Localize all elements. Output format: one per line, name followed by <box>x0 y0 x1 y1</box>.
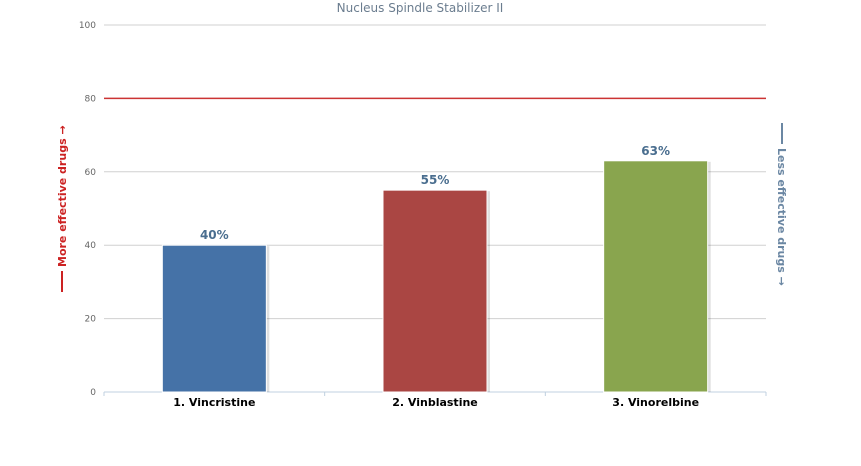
category-label: 3. Vinorelbine <box>612 396 699 409</box>
bar[interactable] <box>161 244 267 393</box>
data-label: 40% <box>200 228 229 242</box>
right-axis-label: Less effective drugs → <box>775 123 788 286</box>
data-labels: 40% 55% 63% <box>200 144 670 242</box>
bar[interactable] <box>382 189 488 393</box>
bars <box>161 160 711 393</box>
y-tick-label: 100 <box>79 21 96 31</box>
bar[interactable] <box>603 160 709 393</box>
y-tick-label: 0 <box>90 388 96 398</box>
left-axis-label: More effective drugs → <box>56 125 69 292</box>
data-label: 55% <box>421 173 450 187</box>
x-axis-ticks <box>103 392 767 396</box>
y-tick-label: 40 <box>85 241 97 251</box>
y-tick-label: 20 <box>85 315 97 325</box>
category-label: 1. Vincristine <box>173 396 255 409</box>
chart-title: Nucleus Spindle Stabilizer II <box>337 1 504 15</box>
y-tick-label: 80 <box>85 94 97 104</box>
data-label: 63% <box>641 144 670 158</box>
category-labels: 1. Vincristine 2. Vinblastine 3. Vinorelbi… <box>173 396 699 409</box>
left-axis-label-text: More effective drugs → <box>56 125 69 267</box>
category-label: 2. Vinblastine <box>392 396 478 409</box>
right-axis-label-text: Less effective drugs → <box>775 148 788 286</box>
y-axis-ticks: 0 20 40 60 80 100 <box>79 21 96 398</box>
y-tick-label: 60 <box>85 168 97 178</box>
